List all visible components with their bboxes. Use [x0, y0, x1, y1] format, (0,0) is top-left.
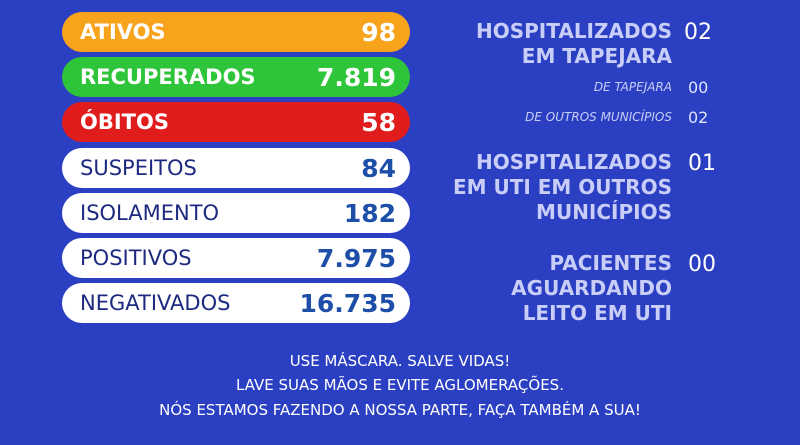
counter-label: ATIVOS — [80, 20, 166, 44]
counter-label: NEGATIVADOS — [80, 291, 231, 315]
counter-label: SUSPEITOS — [80, 156, 197, 180]
breakdown-value: 00 — [688, 78, 709, 97]
icu-value: 01 — [688, 151, 716, 176]
counter-pill: ÓBITOS 58 — [62, 102, 410, 142]
title-line: LEITO EM UTI — [522, 301, 672, 325]
footer-line: USE MÁSCARA. SALVE VIDAS! — [289, 352, 511, 370]
counter-value: 7.819 — [316, 63, 396, 92]
counter-pill: SUSPEITOS 84 — [62, 148, 410, 188]
breakdown-label: DE TAPEJARA — [593, 80, 672, 94]
footer-line: NÓS ESTAMOS FAZENDO A NOSSA PARTE, FAÇA … — [159, 401, 641, 419]
title-line: HOSPITALIZADOS — [476, 150, 672, 174]
title-line: AGUARDANDO — [511, 276, 672, 300]
counter-pill: ATIVOS 98 — [62, 12, 410, 52]
breakdown-value: 02 — [688, 108, 709, 127]
counter-pill: NEGATIVADOS 16.735 — [62, 283, 410, 323]
breakdown-label: DE OUTROS MUNICÍPIOS — [525, 110, 672, 124]
counter-label: POSITIVOS — [80, 246, 192, 270]
counter-value: 16.735 — [299, 289, 396, 318]
footer-line: LAVE SUAS MÃOS E EVITE AGLOMERAÇÕES. — [236, 376, 564, 394]
icu-title: HOSPITALIZADOS EM UTI EM OUTROS MUNICÍPI… — [453, 150, 672, 225]
title-line: HOSPITALIZADOS — [476, 19, 672, 43]
counter-label: ÓBITOS — [80, 110, 169, 134]
hospital-value: 02 — [684, 20, 712, 45]
title-line: MUNICÍPIOS — [536, 200, 672, 224]
counter-pill: POSITIVOS 7.975 — [62, 238, 410, 278]
counter-pill: ISOLAMENTO 182 — [62, 193, 410, 233]
counter-label: RECUPERADOS — [80, 65, 256, 89]
waiting-value: 00 — [688, 252, 716, 277]
title-line: EM UTI EM OUTROS — [452, 175, 672, 199]
counter-value: 84 — [361, 154, 396, 183]
title-line: PACIENTES — [549, 251, 672, 275]
title-line: EM TAPEJARA — [521, 44, 672, 68]
counter-value: 98 — [361, 18, 396, 47]
counter-label: ISOLAMENTO — [80, 201, 220, 225]
counter-pill: RECUPERADOS 7.819 — [62, 57, 410, 97]
waiting-title: PACIENTES AGUARDANDO LEITO EM UTI — [511, 251, 672, 326]
counter-value: 58 — [361, 108, 396, 137]
counter-value: 7.975 — [316, 244, 396, 273]
hospital-title: HOSPITALIZADOS EM TAPEJARA — [476, 19, 672, 69]
counter-value: 182 — [343, 199, 396, 228]
